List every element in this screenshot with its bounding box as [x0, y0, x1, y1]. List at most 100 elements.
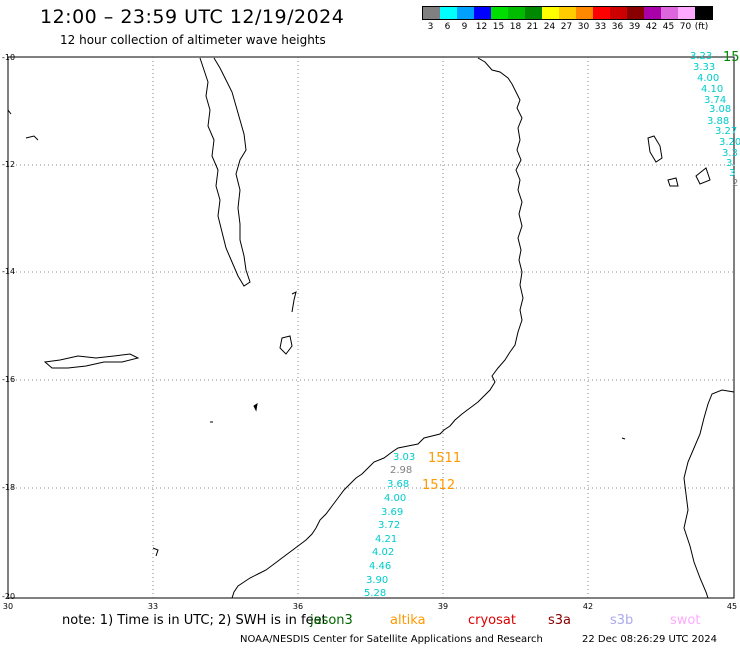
lake-chilwa [279, 335, 293, 355]
wave-height-value: 5.28 [364, 588, 387, 599]
lon-label: 33 [147, 602, 159, 611]
wave-height-value: 3.23 [690, 51, 713, 62]
wave-height-value: 4.46 [369, 561, 392, 572]
legend-swatch [457, 7, 474, 19]
wave-height-value: 3.27 [715, 126, 738, 137]
wave-height-value: 3.90 [366, 575, 389, 586]
comoros-island [647, 135, 663, 163]
comoros-island [667, 177, 679, 187]
lat-label: -16 [2, 375, 16, 384]
islet-mark [7, 109, 12, 115]
satellite-jason3: jason3 [310, 613, 353, 628]
legend-swatch [610, 7, 627, 19]
legend-label: 21 [526, 22, 539, 32]
wave-height-value: 3.03 [393, 452, 416, 463]
legend-label: 39 [628, 22, 641, 32]
lat-label: -20 [2, 592, 16, 601]
satellite-cryosat: cryosat [468, 613, 516, 628]
satellite-s3a: s3a [548, 613, 572, 628]
wave-height-value: 3.3 [722, 148, 738, 159]
wave-height-value: 3.69 [381, 507, 404, 518]
satellite-s3b: s3b [610, 613, 634, 628]
gridlines [8, 57, 734, 598]
legend-swatch [644, 7, 661, 19]
river-mark [291, 291, 297, 313]
wave-height-value: 4.00 [697, 73, 720, 84]
wave-height-value: 3.72 [378, 520, 401, 531]
credit-line: NOAA/NESDIS Center for Satellite Applica… [240, 634, 543, 645]
legend-labels: 3 6 9 12 15 18 21 24 27 30 33 36 39 42 45 70 (ft) [422, 22, 713, 32]
legend-label: 6 [444, 22, 451, 32]
legend-swatch [593, 7, 610, 19]
satellite-altika: altika [390, 613, 426, 628]
generated-timestamp: 22 Dec 08:26:29 UTC 2024 [582, 634, 717, 645]
legend-label: 15 [492, 22, 505, 32]
pass-time-label: 1511 [428, 451, 462, 466]
lat-label: -14 [2, 267, 16, 276]
color-legend: 3 6 9 12 15 18 21 24 27 30 33 36 39 42 45 70 (ft) [422, 6, 713, 32]
lon-label: 42 [582, 602, 594, 611]
wave-height-value: 2.98 [390, 465, 413, 476]
legend-swatch [695, 7, 712, 19]
legend-label: 3 [427, 22, 434, 32]
legend-swatch [525, 7, 542, 19]
legend-label: 12 [475, 22, 488, 32]
lon-label: 45 [726, 602, 738, 611]
lat-label: -12 [2, 160, 16, 169]
wave-height-value: 3.68 [387, 479, 410, 490]
madagascar-coast [683, 389, 735, 599]
legend-swatch [627, 7, 644, 19]
legend-swatch [661, 7, 678, 19]
islet-mark [621, 437, 626, 440]
wave-height-value: 4.02 [372, 547, 395, 558]
pass-time-label: 1512 [422, 478, 456, 493]
wave-height-value: 3. [726, 158, 736, 169]
legend-swatch [542, 7, 559, 19]
wave-height-value: 2 [732, 178, 739, 189]
legend-swatch [508, 7, 525, 19]
legend-swatch [423, 7, 440, 19]
legend-swatches [422, 6, 713, 20]
legend-label: 18 [509, 22, 522, 32]
map-frame [7, 56, 735, 599]
legend-swatch [491, 7, 508, 19]
legend-label: 70 [679, 22, 692, 32]
legend-swatch [678, 7, 695, 19]
lon-label: 30 [2, 602, 14, 611]
lat-label: -10 [2, 53, 16, 62]
legend-swatch [576, 7, 593, 19]
wave-height-value: 3.33 [693, 62, 716, 73]
cahora-bassa [43, 353, 140, 369]
legend-label: 33 [594, 22, 607, 32]
legend-label: 9 [461, 22, 468, 32]
lon-label: 39 [437, 602, 449, 611]
island-mark [253, 402, 258, 412]
legend-swatch [559, 7, 576, 19]
footer-note: note: 1) Time is in UTC; 2) SWH is in fe… [62, 613, 327, 628]
legend-unit: (ft) [694, 22, 709, 32]
pass-time-label: 15 [723, 50, 740, 65]
legend-label: 42 [645, 22, 658, 32]
legend-label: 36 [611, 22, 624, 32]
wave-height-value: 4.21 [375, 534, 398, 545]
islet-mark [152, 547, 159, 557]
lake-shore [25, 135, 39, 141]
wave-height-value: 3.08 [709, 104, 732, 115]
legend-label: (ft) [694, 22, 711, 32]
map-subtitle: 12 hour collection of altimeter wave hei… [60, 33, 326, 47]
wave-height-value: 3.74 [704, 95, 727, 106]
lon-label: 36 [292, 602, 304, 611]
wave-height-value: 3.88 [707, 116, 730, 127]
legend-label: 27 [560, 22, 573, 32]
wave-height-value: 3 [729, 168, 736, 179]
wave-height-value: 4.10 [701, 84, 724, 95]
legend-swatch [440, 7, 457, 19]
lat-label: -18 [2, 483, 16, 492]
coastline [231, 57, 524, 599]
map-title: 12:00 – 23:59 UTC 12/19/2024 [40, 6, 345, 28]
wave-height-value: 3.20 [719, 137, 740, 148]
legend-label: 45 [662, 22, 675, 32]
comoros-island [695, 167, 711, 185]
lake-malawi [199, 57, 251, 287]
